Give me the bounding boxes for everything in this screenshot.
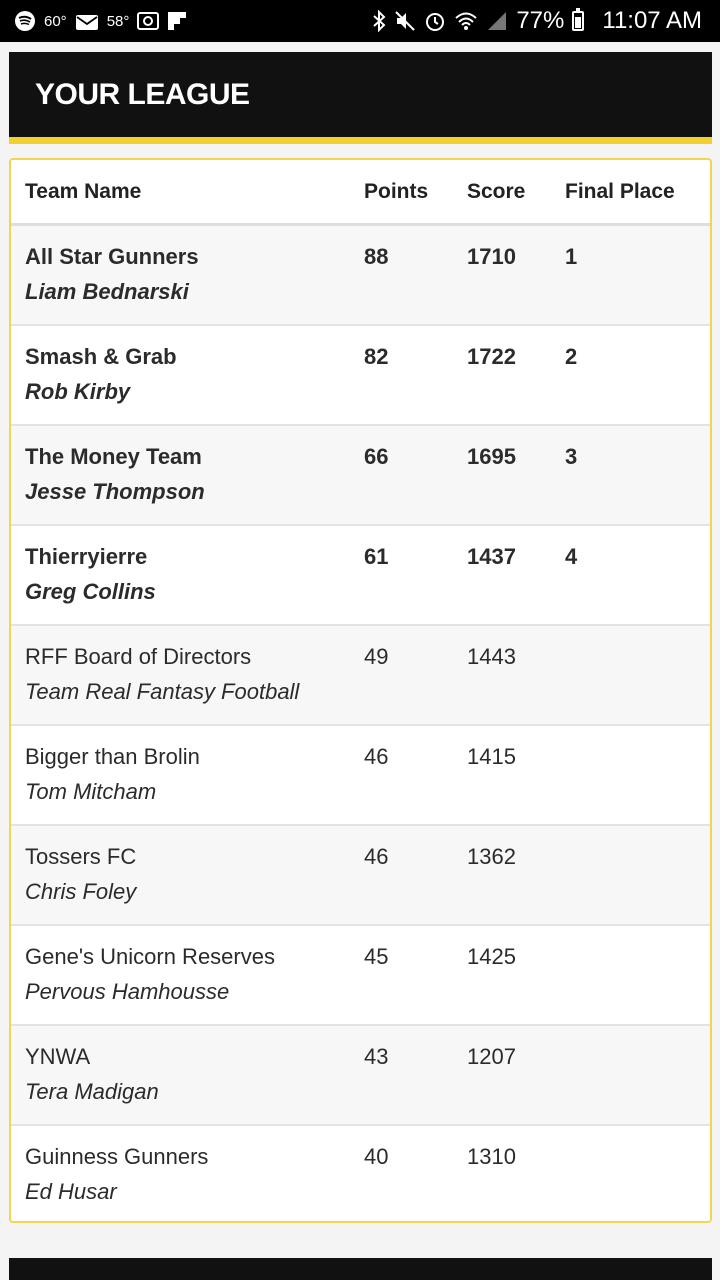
team-score: 1437 <box>467 544 516 569</box>
table-row[interactable]: Smash & Grab Rob Kirby 82 1722 2 <box>11 326 710 426</box>
team-owner: Liam Bednarski <box>25 279 189 304</box>
mail-icon <box>75 11 99 31</box>
flipboard-icon <box>167 11 187 31</box>
league-table: Team Name Points Score Final Place All S… <box>9 158 712 1223</box>
league-header: YOUR LEAGUE <box>9 52 712 137</box>
page-title: YOUR LEAGUE <box>35 77 250 111</box>
next-section-header <box>9 1258 712 1280</box>
team-name: Tossers FC <box>25 844 137 869</box>
table-row[interactable]: Tossers FC Chris Foley 46 1362 <box>11 826 710 926</box>
team-score: 1362 <box>467 844 516 869</box>
team-name: Gene's Unicorn Reserves <box>25 944 275 969</box>
team-owner: Team Real Fantasy Football <box>25 679 300 704</box>
team-name: Thierryierre <box>25 544 148 569</box>
team-score: 1695 <box>467 444 516 469</box>
table-row[interactable]: YNWA Tera Madigan 43 1207 <box>11 1026 710 1126</box>
team-score: 1443 <box>467 644 516 669</box>
team-name: YNWA <box>25 1044 91 1069</box>
column-header-final-place: Final Place <box>565 179 675 203</box>
status-bar-right: 77% 11:07 AM <box>372 7 702 35</box>
team-points: 46 <box>364 744 389 769</box>
alarm-icon <box>424 10 446 32</box>
battery-icon <box>572 8 585 31</box>
team-points: 88 <box>364 244 389 269</box>
temperature-2: 58° <box>106 12 130 30</box>
temperature-1: 60° <box>44 12 67 30</box>
bluetooth-icon <box>372 10 386 32</box>
team-owner: Rob Kirby <box>25 379 131 404</box>
team-points: 61 <box>364 544 389 569</box>
team-points: 49 <box>364 644 389 669</box>
team-name: The Money Team <box>25 444 202 469</box>
spotify-icon <box>14 10 36 32</box>
team-final-place: 4 <box>565 544 578 569</box>
table-row[interactable]: Bigger than Brolin Tom Mitcham 46 1415 <box>11 726 710 826</box>
team-score: 1710 <box>467 244 516 269</box>
status-bar: 60° 58° 77% 11:07 AM <box>0 0 720 42</box>
team-owner: Jesse Thompson <box>25 479 205 504</box>
team-final-place: 2 <box>565 344 578 369</box>
clock: 11:07 AM <box>602 7 702 34</box>
team-name: All Star Gunners <box>25 244 199 269</box>
team-owner: Ed Husar <box>25 1179 117 1204</box>
team-score: 1722 <box>467 344 516 369</box>
team-name: RFF Board of Directors <box>25 644 252 669</box>
column-header-score: Score <box>467 179 526 203</box>
team-name: Guinness Gunners <box>25 1144 209 1169</box>
table-row[interactable]: RFF Board of Directors Team Real Fantasy… <box>11 626 710 726</box>
table-header: Team Name Points Score Final Place <box>11 160 710 226</box>
team-score: 1425 <box>467 944 516 969</box>
team-points: 40 <box>364 1144 389 1169</box>
column-header-points: Points <box>364 179 429 203</box>
mute-icon <box>394 10 416 32</box>
header-accent-bar <box>9 137 712 144</box>
team-owner: Tom Mitcham <box>25 779 157 804</box>
wifi-icon <box>454 11 478 31</box>
table-row[interactable]: Thierryierre Greg Collins 61 1437 4 <box>11 526 710 626</box>
team-final-place: 3 <box>565 444 578 469</box>
team-final-place: 1 <box>565 244 578 269</box>
team-owner: Tera Madigan <box>25 1079 159 1104</box>
team-name: Smash & Grab <box>25 344 177 369</box>
team-owner: Pervous Hamhousse <box>25 979 230 1004</box>
team-score: 1310 <box>467 1144 516 1169</box>
team-points: 45 <box>364 944 389 969</box>
team-name: Bigger than Brolin <box>25 744 200 769</box>
table-row[interactable]: Guinness Gunners Ed Husar 40 1310 <box>11 1126 710 1221</box>
team-score: 1415 <box>467 744 516 769</box>
battery-percent: 77% <box>516 7 565 34</box>
signal-icon <box>486 11 508 31</box>
image-icon <box>137 12 160 30</box>
team-owner: Chris Foley <box>25 879 137 904</box>
table-row[interactable]: All Star Gunners Liam Bednarski 88 1710 … <box>11 226 710 326</box>
team-points: 46 <box>364 844 389 869</box>
team-points: 82 <box>364 344 389 369</box>
table-row[interactable]: Gene's Unicorn Reserves Pervous Hamhouss… <box>11 926 710 1026</box>
status-bar-left: 60° 58° <box>14 10 187 32</box>
table-body: All Star Gunners Liam Bednarski 88 1710 … <box>11 226 710 1221</box>
team-owner: Greg Collins <box>25 579 156 604</box>
column-header-team-name: Team Name <box>25 179 142 203</box>
team-score: 1207 <box>467 1044 516 1069</box>
team-points: 43 <box>364 1044 389 1069</box>
team-points: 66 <box>364 444 389 469</box>
table-row[interactable]: The Money Team Jesse Thompson 66 1695 3 <box>11 426 710 526</box>
